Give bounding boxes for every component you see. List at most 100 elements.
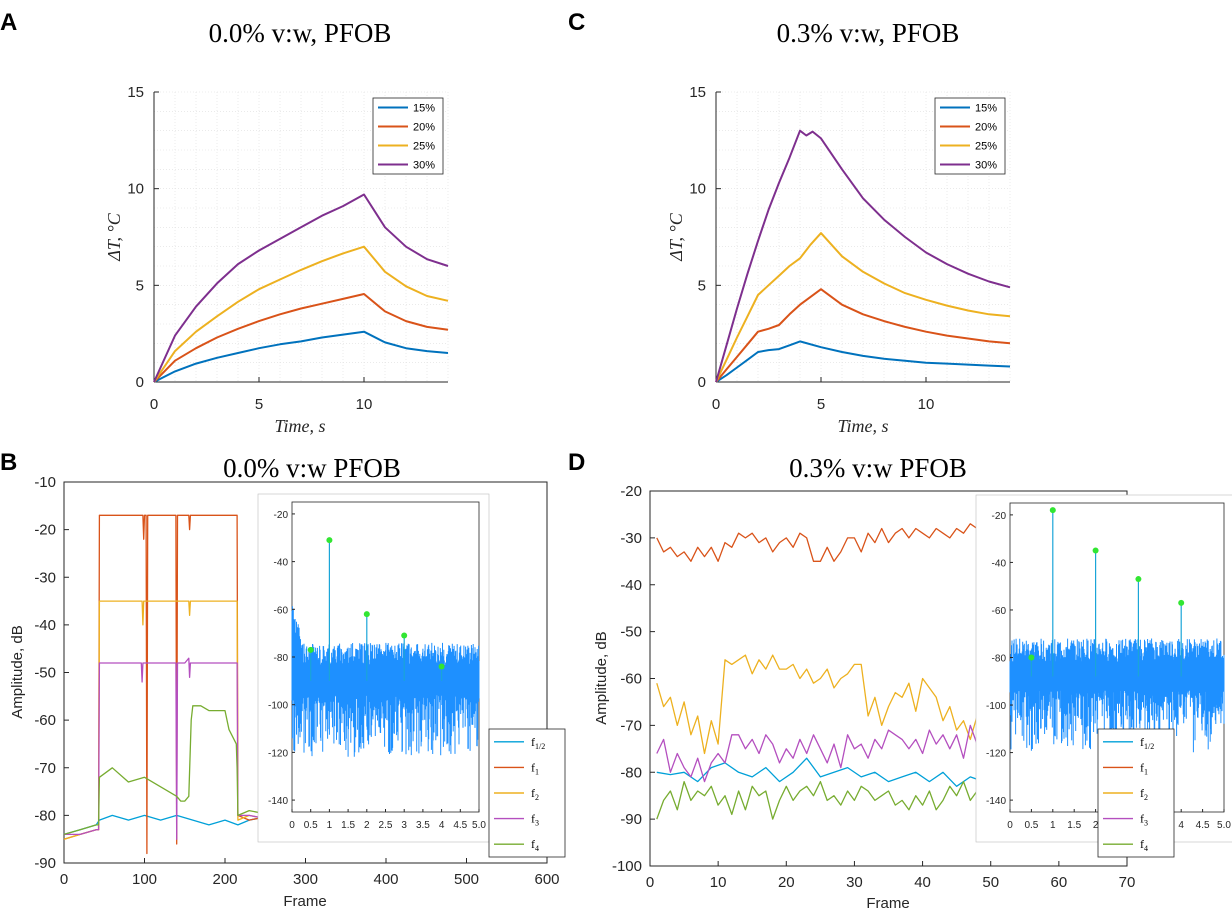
y-tick-label: 5 [698,277,706,294]
legend-label-f: f [531,837,535,851]
inset-x-tick-label: 0.5 [1024,820,1038,831]
x-tick-label: 5 [817,396,825,413]
y-tick-label: 0 [698,374,706,391]
inset-x-tick-label: 2.5 [379,820,393,831]
legend-label: f1/2 [531,735,545,751]
legend-label: 25% [413,141,435,153]
x-tick-label: 0 [150,396,158,413]
legend-label-f: f [1140,812,1144,826]
legend-label: f3 [1140,812,1148,828]
legend-label: f4 [1140,837,1148,853]
series-line-a-3 [153,193,449,383]
y-tick-label: -80 [34,807,56,824]
inset-y-tick-label: -20 [992,511,1007,522]
y-tick-label: -30 [34,569,56,586]
inset-y-tick-label: -100 [268,701,288,712]
y-tick-label: -40 [620,577,642,594]
inset-y-tick-label: -100 [986,701,1006,712]
x-tick-label: 60 [1051,874,1068,891]
legend-label: f1 [1140,760,1148,776]
legend-label-sub: 3 [535,819,539,828]
x-tick-label: 600 [534,871,559,888]
inset-x-tick-label: 2 [1093,820,1099,831]
legend-label: 30% [975,160,997,172]
inset-x-tick-label: 4 [439,820,445,831]
inset-peak-marker [401,632,408,639]
inset-y-tick-label: -60 [274,605,289,616]
panel-a: A 0.0% v:w, PFOB 0 5 10 0 5 10 15 Time, s ΔT, °C 15… [0,9,449,436]
inset-x-tick-label: 5.0 [1217,820,1231,831]
inset-y-tick-label: -120 [268,748,288,759]
legend-label: f2 [1140,786,1148,802]
y-tick-label: -70 [34,760,56,777]
chart-title-d: 0.3% v:w PFOB [789,453,967,483]
inset-x-tick-label: 1.5 [1067,820,1081,831]
y-tick-label: -60 [34,712,56,729]
x-tick-label: 0 [646,874,654,891]
x-tick-label: 50 [982,874,999,891]
x-tick-label: 0 [60,871,68,888]
legend-label-f: f [1140,735,1144,749]
inset-peak-marker [326,537,333,544]
panel-b: B 0.0% v:w PFOB 0 100 200 300 400 500 600 -90 -80 -… [0,449,566,910]
x-tick-label: 200 [212,871,237,888]
chart-title-b: 0.0% v:w PFOB [223,453,401,483]
y-tick-label: -90 [620,811,642,828]
inset-x-tick-label: 4.5 [453,820,467,831]
y-tick-label: -70 [620,717,642,734]
y-tick-label: -90 [34,855,56,872]
series-line-a-1 [153,293,449,383]
inset-y-tick-label: -140 [986,796,1006,807]
legend-label-f: f [531,786,535,800]
x-tick-label: 10 [918,396,935,413]
y-axis-label-d: Amplitude, dB [593,631,610,724]
x-tick-label: 20 [778,874,795,891]
inset-peak-marker [1028,654,1035,661]
x-tick-label: 400 [373,871,398,888]
inset-peak-marker [438,663,445,670]
inset-x-tick-label: 5.0 [472,820,486,831]
y-tick-label: -20 [34,522,56,539]
legend-label: 30% [413,160,435,172]
legend-label-sub: 3 [1144,819,1148,828]
x-tick-label: 30 [846,874,863,891]
x-axis-label-a: Time, s [274,416,325,436]
panel-c: C 0.3% v:w, PFOB 0 5 10 0 5 10 15 Time, s ΔT, °C 15… [568,9,1011,436]
x-tick-label: 10 [710,874,727,891]
y-tick-label: -80 [620,764,642,781]
legend-label: 15% [413,103,435,115]
x-tick-label: 100 [132,871,157,888]
inset-x-tick-label: 3 [401,820,407,831]
legend-label: f3 [531,812,539,828]
inset-y-tick-label: -120 [986,749,1006,760]
inset-x-tick-label: 4 [1178,820,1184,831]
legend-label-sub: 1 [535,767,539,776]
legend-label: 20% [975,122,997,134]
legend-label: f1/2 [1140,735,1154,751]
panel-label-a: A [0,9,17,36]
series-group-c [715,129,1011,383]
legend-label-f: f [1140,837,1144,851]
legend-label-sub: 1/2 [1144,742,1154,751]
inset-peak-marker [363,611,370,618]
legend-label-sub: 2 [535,793,539,802]
legend-a: 15% 20% 25% 30% [372,97,444,175]
inset-y-tick-label: -60 [992,606,1007,617]
legend-label: f4 [531,837,539,853]
legend-c: 15% 20% 25% 30% [934,97,1006,175]
y-tick-label: 5 [136,277,144,294]
legend-box-c [934,97,1006,175]
x-axis-label-d: Frame [866,895,909,910]
y-tick-label: 15 [689,84,706,101]
inset-spectrum-d [1009,638,1225,753]
legend-label-sub: 1/2 [535,742,545,751]
legend-label-sub: 4 [1144,844,1148,853]
inset-peak-marker [1049,507,1056,514]
series-line-c-2 [715,232,1011,383]
y-tick-label: -100 [612,858,642,875]
legend-label-f: f [531,760,535,774]
y-tick-label: -40 [34,617,56,634]
legend-label-sub: 2 [1144,793,1148,802]
